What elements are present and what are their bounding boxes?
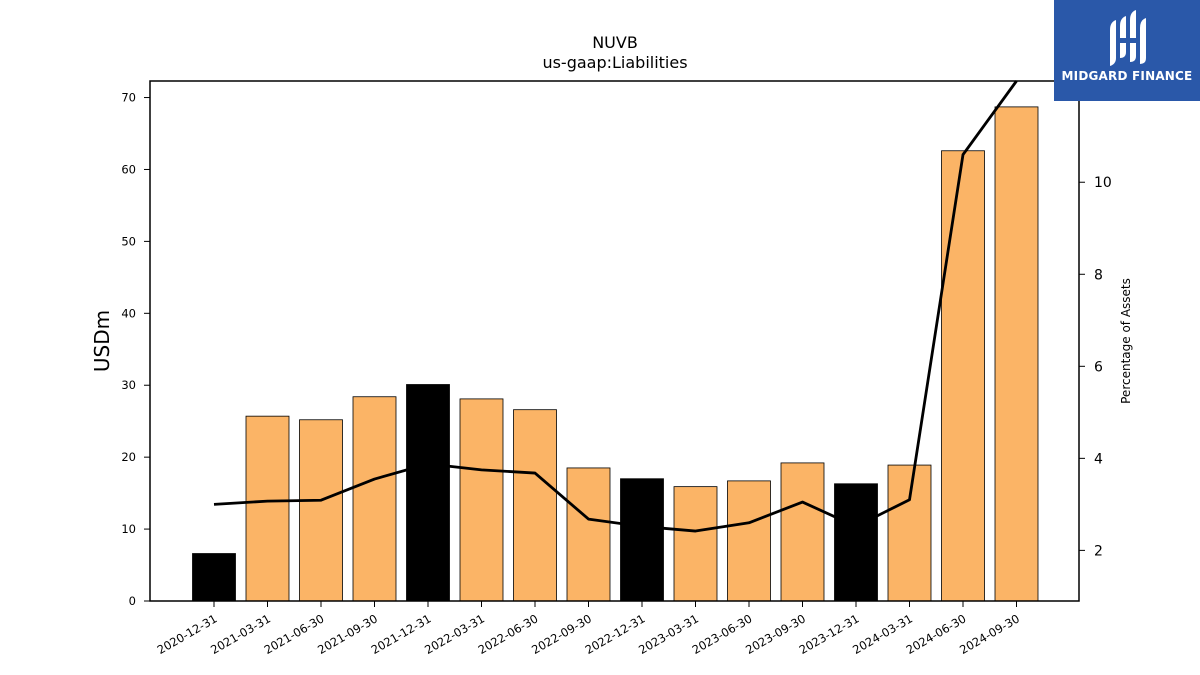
bar-2023-12-31 <box>834 483 878 602</box>
x-tick-label: 2022-12-31 <box>583 611 648 657</box>
x-tick-label: 2023-09-30 <box>743 611 808 657</box>
bar-2024-06-30 <box>941 150 985 602</box>
x-tick-label: 2022-03-31 <box>422 611 487 657</box>
y-tick-label: 70 <box>121 91 136 105</box>
bars-layer <box>192 106 1039 602</box>
midgard-logo-icon <box>1110 10 1146 66</box>
y-axis-label: USDm <box>90 310 114 372</box>
bar-2022-06-30 <box>513 409 557 602</box>
line-layer <box>213 80 1018 533</box>
y-tick-label: 50 <box>121 234 136 248</box>
bar-2023-09-30 <box>780 462 825 602</box>
x-tick-label: 2023-12-31 <box>797 611 862 657</box>
bar-2021-12-31 <box>406 384 450 602</box>
bar-2021-09-30 <box>352 396 397 602</box>
bar-2022-09-30 <box>566 467 611 602</box>
plot-frame <box>149 80 1080 602</box>
x-tick-label: 2021-12-31 <box>369 611 434 657</box>
x-tick-label: 2020-12-31 <box>155 611 220 657</box>
x-tick-label: 2022-09-30 <box>529 611 594 657</box>
chart-title: NUVB <box>592 33 638 52</box>
x-tick-label: 2021-09-30 <box>315 611 380 657</box>
y-tick-label: 40 <box>121 306 136 320</box>
bar-2020-12-31 <box>192 553 236 602</box>
bar-2021-03-31 <box>245 415 290 602</box>
midgard-finance-logo: MIDGARD FINANCE <box>1054 0 1200 101</box>
percentage-of-assets-line <box>213 80 1018 533</box>
y2-tick-label: 8 <box>1094 267 1103 283</box>
bar-2021-06-30 <box>299 419 343 602</box>
bar-2024-03-31 <box>887 464 932 602</box>
x-tick-label: 2021-06-30 <box>262 611 327 657</box>
x-tick-label: 2024-03-31 <box>850 611 915 657</box>
x-tick-label: 2023-03-31 <box>636 611 701 657</box>
y2-tick-label: 10 <box>1094 175 1112 191</box>
y-tick-label: 10 <box>121 522 136 536</box>
y-tick-label: 0 <box>129 594 136 608</box>
y2-axis-label: Percentage of Assets <box>1119 278 1133 404</box>
chart-subtitle: us-gaap:Liabilities <box>542 53 687 72</box>
y2-tick-label: 4 <box>1094 451 1103 467</box>
x-tick-label: 2023-06-30 <box>690 611 755 657</box>
x-tick-label: 2024-09-30 <box>957 611 1022 657</box>
x-tick-label: 2021-03-31 <box>208 611 273 657</box>
y2-tick-label: 6 <box>1094 359 1103 375</box>
y-tick-label: 20 <box>121 450 136 464</box>
bar-2023-06-30 <box>727 480 771 602</box>
logo-text: MIDGARD FINANCE <box>1061 69 1193 83</box>
y2-tick-label: 2 <box>1094 543 1103 559</box>
bar-2022-12-31 <box>620 478 664 602</box>
bar-2023-03-31 <box>673 486 718 602</box>
y-tick-label: 60 <box>121 162 136 176</box>
bar-2022-03-31 <box>459 398 504 602</box>
bar-2024-09-30 <box>994 106 1039 602</box>
x-tick-label: 2022-06-30 <box>476 611 541 657</box>
y-tick-label: 30 <box>121 378 136 392</box>
x-tick-label: 2024-06-30 <box>904 611 969 657</box>
